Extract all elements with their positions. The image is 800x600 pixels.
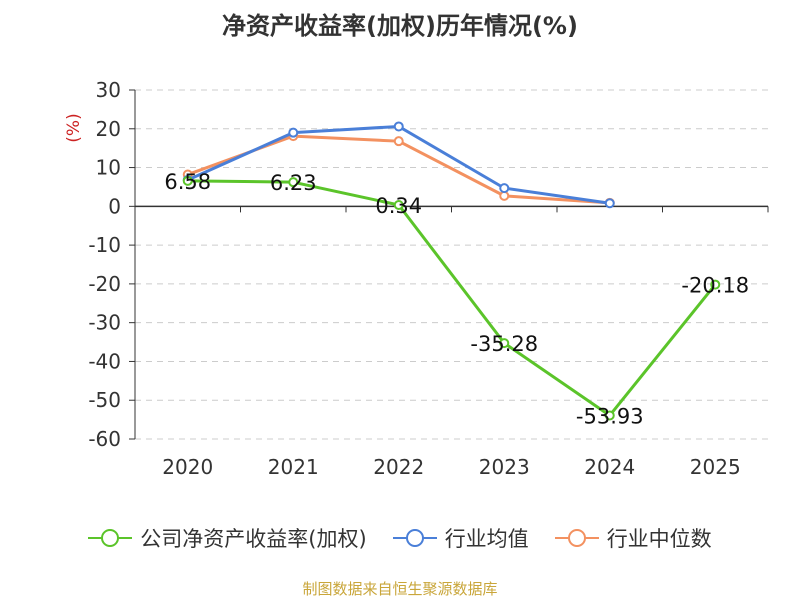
legend-item-industry-median[interactable]: 行业中位数 <box>554 523 712 553</box>
y-tick-label: -50 <box>88 388 121 412</box>
y-tick-label: -60 <box>88 427 121 451</box>
data-label: -53.93 <box>576 404 644 428</box>
data-label: -20.18 <box>681 274 749 298</box>
y-tick-label: 30 <box>96 78 121 102</box>
data-point <box>393 121 404 132</box>
y-tick-label: 0 <box>108 194 121 218</box>
legend-item-industry-mean[interactable]: 行业均值 <box>392 523 529 553</box>
legend-marker-industry-median <box>554 528 599 548</box>
data-point <box>182 175 193 186</box>
data-point <box>288 177 299 188</box>
data-point <box>393 136 404 147</box>
x-tick-label: 2024 <box>584 455 635 479</box>
legend-marker-company <box>88 528 133 548</box>
data-label: 6.23 <box>270 171 317 195</box>
data-point <box>604 410 615 421</box>
series-line-0 <box>187 179 717 417</box>
data-point <box>393 200 404 211</box>
y-tick-label: 10 <box>96 156 121 180</box>
data-label: 6.58 <box>164 170 211 194</box>
x-tick-label: 2020 <box>162 455 213 479</box>
y-tick-label: 20 <box>96 117 121 141</box>
data-label: 0.34 <box>375 194 422 218</box>
data-source-note: 制图数据来自恒生聚源数据库 <box>302 580 498 598</box>
data-label: -35.28 <box>470 332 538 356</box>
chart-canvas: 30 20 10 0 -10 -20 -30 -40 -50 -60 2020 2021 2022 202… <box>64 78 769 479</box>
y-tick-label: -20 <box>88 272 121 296</box>
data-point <box>499 183 510 194</box>
x-tick-label: 2025 <box>690 455 741 479</box>
x-tick-label: 2023 <box>479 455 530 479</box>
chart-title: 净资产收益率(加权)历年情况(%) <box>222 12 578 40</box>
y-tick-label: -10 <box>88 233 121 257</box>
x-tick-label: 2022 <box>373 455 424 479</box>
y-tick-label: -30 <box>88 311 121 335</box>
legend: 公司净资产收益率(加权) 行业均值 行业中位数 <box>0 518 800 558</box>
data-point <box>288 127 299 138</box>
legend-marker-industry-mean <box>392 528 437 548</box>
legend-label-company: 公司净资产收益率(加权) <box>140 527 367 551</box>
y-tick-label: -40 <box>88 349 121 373</box>
legend-item-company[interactable]: 公司净资产收益率(加权) <box>88 523 367 553</box>
x-tick-label: 2021 <box>268 455 319 479</box>
legend-label-industry-median: 行业中位数 <box>606 527 712 551</box>
legend-label-industry-mean: 行业均值 <box>444 527 529 551</box>
data-point <box>604 198 615 209</box>
y-axis-unit-label: (%) <box>64 113 84 142</box>
data-point <box>499 338 510 349</box>
data-point <box>710 279 721 290</box>
